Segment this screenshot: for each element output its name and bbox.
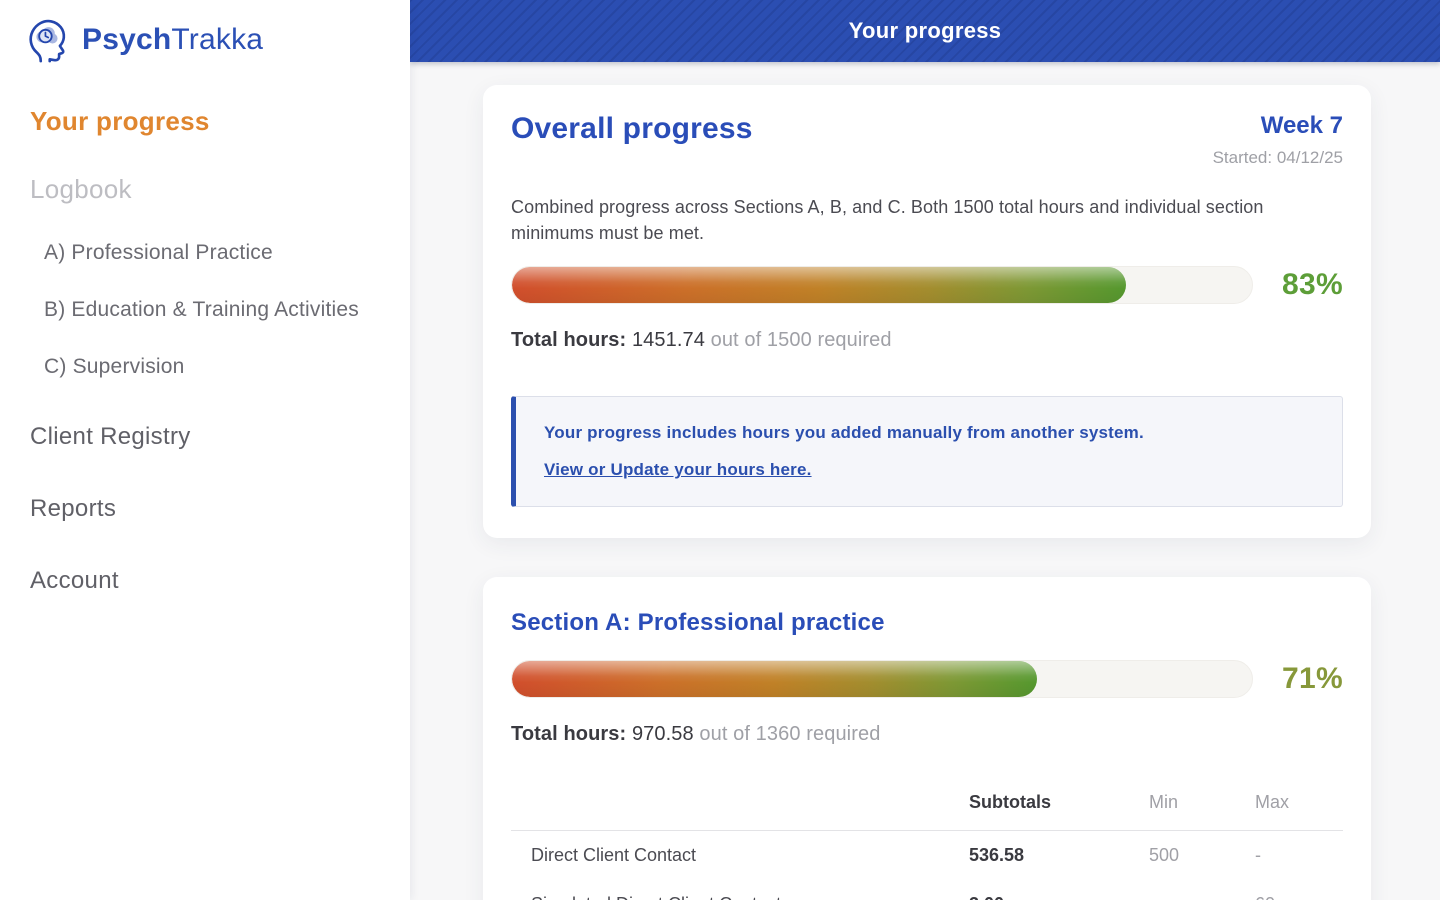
section-a-total-hours: Total hours: 970.58 out of 1360 required bbox=[511, 723, 1343, 746]
table-header-min: Min bbox=[1149, 792, 1179, 813]
sidebar-item-account[interactable]: Account bbox=[30, 567, 119, 594]
row-subtotal: 3.00 bbox=[969, 894, 1149, 900]
sidebar: PsychTrakka Your progress Logbook A) Pro… bbox=[0, 0, 410, 900]
sidebar-item-professional-practice[interactable]: A) Professional Practice bbox=[44, 241, 273, 264]
row-max: 60 bbox=[1255, 894, 1343, 900]
total-hours-label: Total hours: bbox=[511, 723, 627, 746]
overall-progress-row: 83% bbox=[511, 266, 1343, 305]
table-header-subtotals: Subtotals bbox=[969, 792, 1052, 813]
manual-hours-notice: Your progress includes hours you added m… bbox=[511, 396, 1343, 508]
row-name: Direct Client Contact bbox=[531, 845, 697, 866]
row-max: - bbox=[1255, 845, 1261, 866]
sidebar-item-client-registry[interactable]: Client Registry bbox=[30, 423, 191, 450]
section-a-progress-track bbox=[511, 660, 1253, 699]
main-content: Overall progress Week 7 Started: 04/12/2… bbox=[410, 62, 1440, 900]
page-title: Your progress bbox=[848, 18, 1002, 43]
app-logo[interactable]: PsychTrakka bbox=[22, 14, 410, 66]
total-hours-value: 1451.74 bbox=[631, 329, 705, 352]
table-header-row: Subtotals Min Max bbox=[511, 792, 1343, 830]
row-min: 500 bbox=[1149, 845, 1180, 866]
sidebar-item-logbook[interactable]: Logbook bbox=[30, 174, 132, 204]
section-a-progress-fill bbox=[512, 661, 1038, 698]
table-divider bbox=[511, 830, 1343, 832]
brand-bold: Psych bbox=[82, 23, 172, 56]
sidebar-nav: Your progress Logbook A) Professional Pr… bbox=[22, 106, 410, 595]
overall-progress-card: Overall progress Week 7 Started: 04/12/2… bbox=[483, 85, 1371, 539]
total-hours-value: 970.58 bbox=[631, 723, 694, 746]
sidebar-item-education-training[interactable]: B) Education & Training Activities bbox=[44, 298, 359, 321]
sidebar-item-supervision[interactable]: C) Supervision bbox=[44, 355, 185, 378]
row-subtotal: 536.58 bbox=[969, 845, 1025, 866]
overall-description: Combined progress across Sections A, B, … bbox=[511, 197, 1264, 244]
overall-total-hours: Total hours: 1451.74 out of 1500 require… bbox=[511, 329, 1343, 352]
table-row: Simulated Direct Client Contact 3.00 60 bbox=[511, 880, 1343, 900]
overall-title: Overall progress bbox=[511, 112, 753, 145]
table-header-max: Max bbox=[1255, 792, 1290, 813]
sidebar-item-reports[interactable]: Reports bbox=[30, 495, 117, 522]
section-a-title: Section A: Professional practice bbox=[511, 609, 885, 637]
overall-meta: Week 7 Started: 04/12/25 bbox=[1213, 112, 1343, 168]
view-update-hours-link[interactable]: View or Update your hours here. bbox=[544, 460, 812, 480]
total-hours-label: Total hours: bbox=[511, 329, 627, 352]
total-hours-required: out of 1500 required bbox=[710, 329, 892, 352]
brand-light: Trakka bbox=[171, 23, 264, 56]
overall-progress-track bbox=[511, 266, 1253, 305]
started-date: Started: 04/12/25 bbox=[1212, 148, 1343, 167]
section-a-progress-percent: 71% bbox=[1282, 662, 1343, 696]
overall-progress-fill bbox=[512, 267, 1127, 304]
section-a-progress-row: 71% bbox=[511, 660, 1343, 699]
overall-progress-percent: 83% bbox=[1282, 268, 1343, 302]
section-a-card: Section A: Professional practice 71% Tot… bbox=[483, 577, 1371, 900]
row-name: Simulated Direct Client Contact bbox=[511, 894, 969, 900]
section-a-table: Subtotals Min Max Direct Client Contact … bbox=[511, 792, 1343, 900]
total-hours-required: out of 1360 required bbox=[699, 723, 881, 746]
table-row: Direct Client Contact 536.58 500 - bbox=[511, 831, 1343, 880]
notice-text: Your progress includes hours you added m… bbox=[544, 423, 1144, 443]
page-header: Your progress bbox=[410, 0, 1440, 62]
sidebar-item-your-progress[interactable]: Your progress bbox=[30, 106, 210, 136]
overall-card-header: Overall progress Week 7 Started: 04/12/2… bbox=[511, 112, 1343, 168]
brain-clock-logo-icon bbox=[29, 19, 66, 63]
app-name: PsychTrakka bbox=[82, 23, 263, 57]
week-label: Week 7 bbox=[1260, 112, 1343, 139]
